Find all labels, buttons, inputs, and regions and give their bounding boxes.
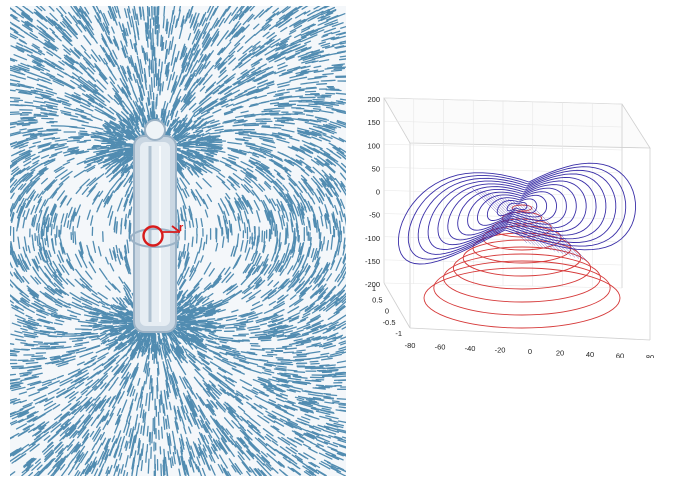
x-tick-label: 40 [586, 350, 594, 358]
bar-magnet [130, 119, 180, 333]
x-tick-label: 20 [556, 349, 564, 358]
z-tick-label: 0 [376, 188, 380, 197]
z-tick-label: 200 [367, 95, 380, 104]
upper-surface-field-lines [397, 162, 637, 265]
z-tick-label: 150 [367, 118, 380, 127]
x-tick-label: 60 [616, 352, 624, 359]
x-axis-ticks: -80 -60 -40 -20 0 20 40 60 80 [405, 341, 655, 358]
z-tick-label: -50 [369, 211, 380, 220]
x-tick-label: -80 [405, 341, 416, 350]
y-tick-label: 0 [385, 307, 389, 316]
y-tick-label: 1 [372, 284, 376, 293]
x-tick-label: 80 [646, 353, 654, 358]
marker-label: r [179, 222, 184, 234]
y-axis-ticks: 1 0.50 -0.5 -1 [372, 284, 402, 338]
x-tick-label: 0 [528, 347, 532, 356]
x-tick-label: -60 [435, 343, 446, 352]
z-tick-label: -200 [365, 280, 380, 289]
magnet-field-photo: r [10, 6, 346, 476]
position-vector-arrow [162, 225, 181, 233]
z-tick-label: -100 [365, 234, 380, 243]
z-axis-ticks: 200 150 100 50 0 -50 -100 -150 -200 [365, 95, 380, 289]
observation-point-marker [142, 225, 164, 247]
x-tick-label: -20 [495, 346, 506, 355]
y-tick-label: -1 [395, 329, 402, 338]
z-tick-label: -150 [365, 257, 380, 266]
x-tick-label: -40 [465, 344, 476, 353]
y-tick-label: -0.5 [383, 318, 396, 327]
z-tick-label: 50 [372, 164, 380, 173]
z-tick-label: 100 [367, 141, 380, 150]
grid-lines [383, 97, 623, 289]
y-tick-label: 0.5 [372, 295, 382, 304]
